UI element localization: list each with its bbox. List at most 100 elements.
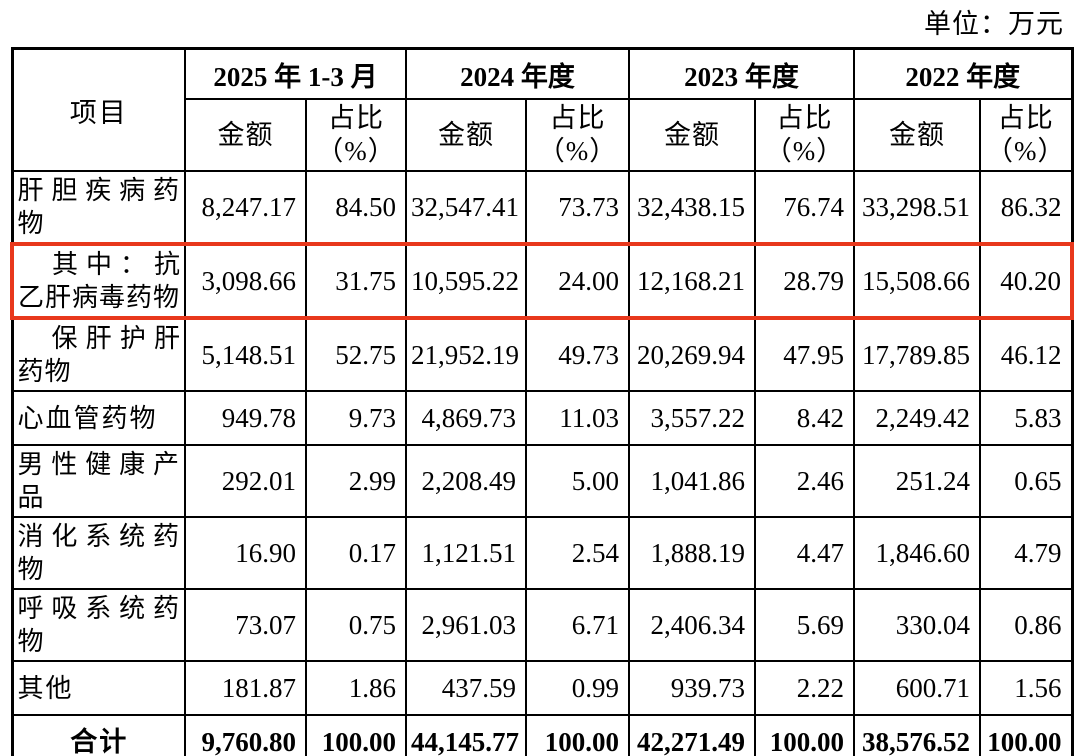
revenue-breakdown-table: 项目 2025 年 1-3 月 2024 年度 2023 年度 2022 年度 … (10, 47, 1074, 756)
share-cell: 6.71 (525, 588, 630, 662)
share-cell: 73.73 (525, 170, 630, 245)
table-row: 消化系统药物 16.90 0.17 1,121.51 2.54 1,888.19 4.47 1… (11, 516, 1073, 590)
period-header-2024: 2024 年度 (405, 47, 630, 100)
amount-cell: 38,576.52 (853, 714, 981, 756)
row-item-label: 保肝护肝药物 (11, 317, 186, 392)
table-row: 男性健康产品 292.01 2.99 2,208.49 5.00 1,041.86 2.46… (11, 444, 1073, 518)
amount-cell: 181.87 (184, 660, 307, 716)
row-item-label: 肝胆疾病药物 (11, 170, 186, 245)
amount-cell: 2,406.34 (628, 588, 756, 662)
amount-cell: 17,789.85 (853, 317, 981, 392)
amount-cell: 949.78 (184, 390, 307, 446)
amount-cell: 10,595.22 (405, 242, 527, 320)
subheader-row: 金额 占比（%） 金额 占比（%） 金额 占比（%） 金额 占比（%） (12, 98, 1073, 172)
amount-header-2025: 金额 (184, 98, 307, 172)
share-cell: 0.99 (525, 660, 630, 716)
amount-cell: 2,961.03 (405, 588, 527, 662)
row-item-label: 男性健康产品 (11, 444, 186, 518)
share-cell: 100.00 (979, 714, 1073, 756)
amount-cell: 32,547.41 (405, 170, 527, 245)
amount-cell: 1,846.60 (853, 516, 981, 590)
share-cell: 2.99 (305, 444, 407, 518)
amount-cell: 3,098.66 (184, 242, 307, 320)
amount-cell: 5,148.51 (184, 317, 307, 392)
period-header-row: 项目 2025 年 1-3 月 2024 年度 2023 年度 2022 年度 (11, 47, 1073, 172)
table-row: 其他 181.87 1.86 437.59 0.99 939.73 2.22 600.71 1.… (11, 660, 1073, 716)
share-cell: 0.17 (305, 516, 407, 590)
share-cell: 5.00 (525, 444, 630, 518)
amount-cell: 2,208.49 (405, 444, 527, 518)
share-cell: 2.54 (525, 516, 630, 590)
share-cell: 8.42 (754, 390, 855, 446)
amount-cell: 1,888.19 (628, 516, 756, 590)
row-item-label: 其中：抗乙肝病毒药物 (10, 242, 186, 320)
amount-cell: 12,168.21 (628, 242, 756, 320)
amount-header-2023: 金额 (628, 98, 756, 172)
amount-header-2022: 金额 (853, 98, 981, 172)
share-cell: 2.22 (754, 660, 855, 716)
share-cell: 5.83 (979, 390, 1073, 446)
amount-cell: 9,760.80 (184, 714, 307, 756)
share-cell: 40.20 (979, 242, 1074, 320)
share-cell: 24.00 (525, 242, 630, 320)
row-item-label: 呼吸系统药物 (11, 588, 186, 662)
table-body: 肝胆疾病药物 8,247.17 84.50 32,547.41 73.73 32,438.… (10, 170, 1074, 756)
share-cell: 31.75 (305, 242, 407, 320)
table-row: 心血管药物 949.78 9.73 4,869.73 11.03 3,557.22 8.42… (11, 390, 1073, 446)
share-cell: 2.46 (754, 444, 855, 518)
amount-cell: 33,298.51 (853, 170, 981, 245)
period-header-2023: 2023 年度 (628, 47, 855, 100)
share-cell: 46.12 (979, 317, 1073, 392)
amount-cell: 437.59 (405, 660, 527, 716)
share-cell: 1.56 (979, 660, 1073, 716)
amount-cell: 15,508.66 (853, 242, 981, 320)
row-item-label: 合计 (11, 714, 186, 756)
share-cell: 4.79 (979, 516, 1073, 590)
share-header-2025: 占比（%） (305, 98, 407, 172)
amount-cell: 330.04 (853, 588, 981, 662)
row-item-label: 心血管药物 (11, 390, 186, 446)
share-cell: 100.00 (525, 714, 630, 756)
table-row: 保肝护肝药物 5,148.51 52.75 21,952.19 49.73 20,269.… (11, 317, 1073, 392)
table-header: 项目 2025 年 1-3 月 2024 年度 2023 年度 2022 年度 … (11, 47, 1073, 172)
table-row: 肝胆疾病药物 8,247.17 84.50 32,547.41 73.73 32,438.… (11, 170, 1073, 245)
amount-cell: 251.24 (853, 444, 981, 518)
amount-cell: 2,249.42 (853, 390, 981, 446)
amount-cell: 939.73 (628, 660, 756, 716)
share-cell: 49.73 (525, 317, 630, 392)
amount-cell: 20,269.94 (628, 317, 756, 392)
amount-cell: 292.01 (184, 444, 307, 518)
amount-cell: 42,271.49 (628, 714, 756, 756)
row-item-label: 其他 (11, 660, 186, 716)
share-cell: 9.73 (305, 390, 407, 446)
amount-cell: 44,145.77 (405, 714, 527, 756)
share-cell: 84.50 (305, 170, 407, 245)
amount-header-2024: 金额 (405, 98, 527, 172)
unit-note: 单位：万元 (924, 9, 1064, 39)
period-header-2025: 2025 年 1-3 月 (184, 47, 407, 100)
share-cell: 86.32 (979, 170, 1073, 245)
share-cell: 11.03 (525, 390, 630, 446)
share-header-2022: 占比（%） (979, 98, 1073, 172)
share-cell: 0.65 (979, 444, 1073, 518)
amount-cell: 1,121.51 (405, 516, 527, 590)
amount-cell: 3,557.22 (628, 390, 756, 446)
share-cell: 5.69 (754, 588, 855, 662)
row-item-label: 消化系统药物 (11, 516, 186, 590)
item-column-header: 项目 (11, 47, 186, 172)
share-cell: 0.86 (979, 588, 1073, 662)
share-header-2023: 占比（%） (754, 98, 855, 172)
table-row: 呼吸系统药物 73.07 0.75 2,961.03 6.71 2,406.34 5.69 3… (11, 588, 1073, 662)
amount-cell: 1,041.86 (628, 444, 756, 518)
amount-cell: 21,952.19 (405, 317, 527, 392)
share-cell: 1.86 (305, 660, 407, 716)
amount-cell: 4,869.73 (405, 390, 527, 446)
total-row: 合计 9,760.80 100.00 44,145.77 100.00 42,271.49… (11, 714, 1073, 756)
share-header-2024: 占比（%） (525, 98, 630, 172)
share-cell: 47.95 (754, 317, 855, 392)
amount-cell: 32,438.15 (628, 170, 756, 245)
period-header-2022: 2022 年度 (853, 47, 1073, 100)
amount-cell: 73.07 (184, 588, 307, 662)
amount-cell: 600.71 (853, 660, 981, 716)
